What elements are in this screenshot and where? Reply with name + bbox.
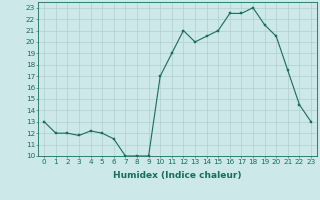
X-axis label: Humidex (Indice chaleur): Humidex (Indice chaleur): [113, 171, 242, 180]
